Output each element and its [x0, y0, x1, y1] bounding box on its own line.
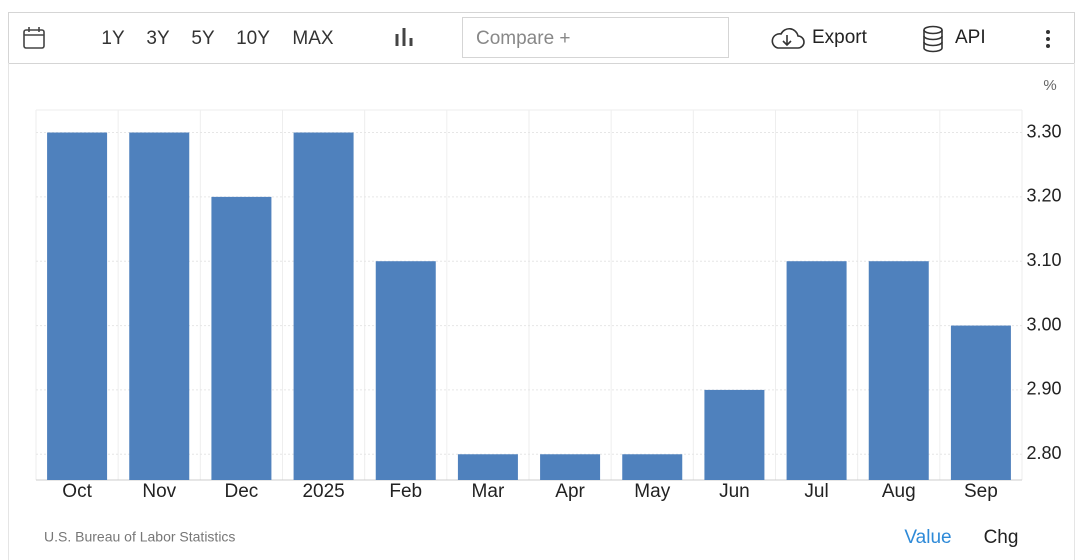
range-button[interactable]: MAX	[292, 28, 334, 49]
bar	[704, 389, 765, 480]
compare-placeholder[interactable]: Compare +	[476, 28, 571, 49]
chart-type-icon[interactable]	[395, 28, 413, 46]
bar	[293, 132, 354, 481]
x-tick-label: Dec	[225, 481, 259, 502]
x-tick-label: Sep	[964, 481, 998, 502]
x-tick-label: Apr	[555, 481, 585, 502]
calendar-icon[interactable]	[23, 27, 45, 49]
bar	[47, 132, 108, 481]
chg-toggle[interactable]: Chg	[984, 527, 1019, 548]
x-tick-label: Oct	[62, 481, 92, 502]
range-button[interactable]: 3Y	[146, 28, 170, 49]
api-button[interactable]: API	[955, 27, 986, 48]
bar	[457, 454, 518, 480]
y-tick-label: 2.80	[1026, 443, 1061, 463]
bar	[540, 454, 601, 480]
y-tick-label: 3.00	[1026, 314, 1061, 334]
x-tick-label: Mar	[472, 481, 505, 502]
bar	[622, 454, 683, 480]
x-tick-label: Feb	[389, 481, 422, 502]
range-button[interactable]: 5Y	[191, 28, 215, 49]
api-icon[interactable]	[923, 25, 943, 53]
compare-input[interactable]	[462, 17, 729, 58]
menu-icon[interactable]	[1046, 30, 1050, 48]
range-button[interactable]: 10Y	[236, 28, 270, 49]
value-toggle[interactable]: Value	[904, 527, 951, 548]
source: U.S. Bureau of Labor Statistics	[44, 529, 235, 545]
y-tick-label: 2.90	[1026, 379, 1061, 399]
x-tick-label: 2025	[302, 481, 344, 502]
x-tick-label: Jun	[719, 481, 750, 502]
bar	[129, 132, 190, 481]
x-tick-label: Jul	[804, 481, 828, 502]
x-tick-label: Aug	[882, 481, 916, 502]
export-button[interactable]: Export	[812, 27, 868, 48]
plot: 2.80 2.90 3.00 3.10 3.20 3.30 Oct Nov Dec 2025 Feb…	[35, 109, 1062, 502]
export-icon[interactable]	[771, 28, 805, 49]
bar	[786, 261, 847, 480]
bar	[950, 325, 1011, 480]
y-tick-label: 3.10	[1026, 250, 1061, 270]
bar	[868, 261, 929, 480]
range-button[interactable]: 1Y	[101, 28, 125, 49]
bar	[211, 196, 272, 480]
y-tick-label: 3.30	[1026, 121, 1061, 141]
unit-label: %	[1043, 77, 1056, 94]
x-tick-label: May	[634, 481, 670, 502]
y-tick-label: 3.20	[1026, 186, 1061, 206]
x-tick-label: Nov	[142, 481, 176, 502]
bar	[375, 261, 436, 480]
